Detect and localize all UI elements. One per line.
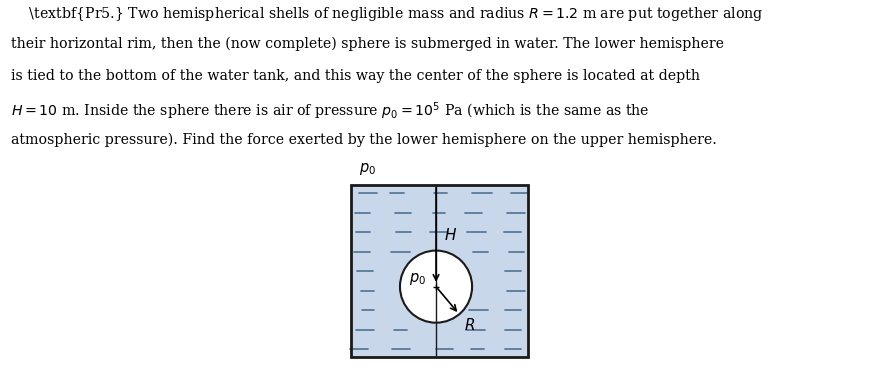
Text: is tied to the bottom of the water tank, and this way the center of the sphere i: is tied to the bottom of the water tank,…: [11, 69, 700, 83]
Text: $H = 10$ m. Inside the sphere there is air of pressure $p_0 = 10^5$ Pa (which is: $H = 10$ m. Inside the sphere there is a…: [11, 101, 649, 122]
Circle shape: [400, 250, 472, 323]
Text: $H$: $H$: [444, 227, 457, 243]
Text: $p_0$: $p_0$: [360, 161, 377, 177]
Text: \textbf{Pr5.} Two hemispherical shells of negligible mass and radius $R = 1.2$ m: \textbf{Pr5.} Two hemispherical shells o…: [11, 5, 763, 23]
Text: $R$: $R$: [464, 317, 475, 333]
Text: $p_0$: $p_0$: [409, 270, 426, 287]
Bar: [352, 185, 527, 357]
Text: atmospheric pressure). Find the force exerted by the lower hemisphere on the upp: atmospheric pressure). Find the force ex…: [11, 132, 717, 147]
Text: their horizontal rim, then the (now complete) sphere is submerged in water. The : their horizontal rim, then the (now comp…: [11, 37, 724, 51]
Bar: [352, 185, 527, 357]
